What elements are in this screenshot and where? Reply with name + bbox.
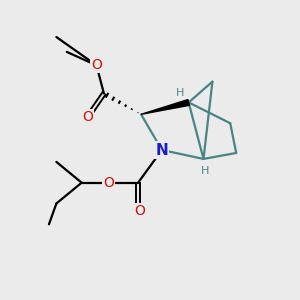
Text: O: O — [103, 176, 114, 190]
Text: O: O — [0, 299, 1, 300]
Text: N: N — [155, 142, 168, 158]
Text: H: H — [176, 88, 184, 98]
Text: O: O — [91, 58, 102, 72]
Polygon shape — [141, 100, 189, 114]
Text: O: O — [82, 110, 93, 124]
Text: H: H — [201, 167, 209, 176]
Text: O: O — [134, 204, 145, 218]
